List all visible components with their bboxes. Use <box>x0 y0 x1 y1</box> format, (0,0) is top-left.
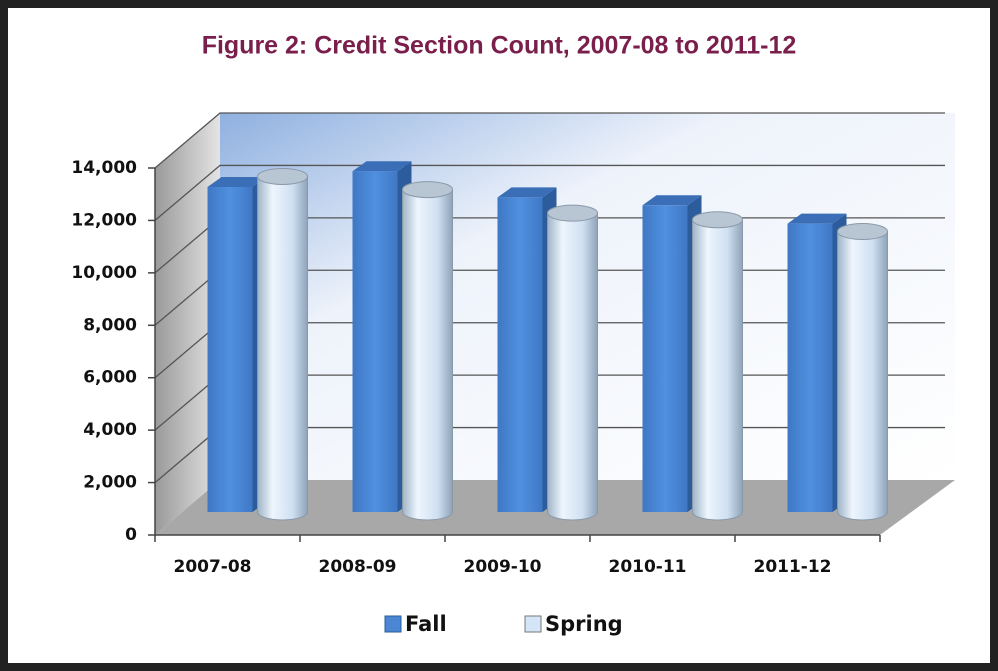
grid-line <box>154 112 945 169</box>
y-tick-label: 12,000 <box>71 210 137 230</box>
cylinder-top <box>402 181 453 199</box>
cylinder-top <box>692 211 743 229</box>
bar <box>787 213 847 512</box>
bar <box>257 167 308 521</box>
y-tick-label: 6,000 <box>83 368 137 388</box>
y-tick-label: 10,000 <box>71 263 137 283</box>
y-tick-label: 8,000 <box>83 315 137 335</box>
bar-top <box>787 213 847 224</box>
cylinder-top <box>547 204 598 222</box>
cylinder-top <box>257 167 308 185</box>
x-tick-label: 2007-08 <box>173 557 251 577</box>
cylinder-body <box>692 219 743 521</box>
legend-swatch <box>384 615 402 633</box>
cylinder-body <box>547 212 598 521</box>
legend-label: Fall <box>405 612 447 636</box>
bar <box>692 211 743 521</box>
cylinder-top <box>837 223 888 241</box>
cylinder-body <box>402 189 453 521</box>
y-tick-label: 0 <box>125 525 137 545</box>
y-tick-label: 14,000 <box>71 158 137 178</box>
grid-line <box>154 164 945 221</box>
bar-front <box>642 205 688 513</box>
legend-label: Spring <box>545 612 623 636</box>
bar <box>837 223 888 521</box>
x-tick-label: 2010-11 <box>608 557 686 577</box>
chart-title: Figure 2: Credit Section Count, 2007-08 … <box>202 32 797 60</box>
side-wall <box>155 113 220 535</box>
bar-front <box>207 186 253 512</box>
bar-top <box>642 195 702 206</box>
bar <box>402 181 453 521</box>
x-tick-label: 2009-10 <box>463 557 541 577</box>
y-tick-label: 2,000 <box>83 473 137 493</box>
bar <box>547 204 598 521</box>
bar-front <box>352 171 398 512</box>
bar-front <box>787 223 833 512</box>
y-tick-label: 4,000 <box>83 420 137 440</box>
bar-front <box>497 197 543 512</box>
cylinder-body <box>257 175 308 521</box>
x-tick-label: 2008-09 <box>318 557 396 577</box>
bar-top <box>207 176 267 187</box>
x-tick-label: 2011-12 <box>753 557 831 577</box>
cylinder-body <box>837 231 888 521</box>
bar-top <box>352 161 412 172</box>
legend-swatch <box>524 615 542 633</box>
bar-top <box>497 187 557 198</box>
